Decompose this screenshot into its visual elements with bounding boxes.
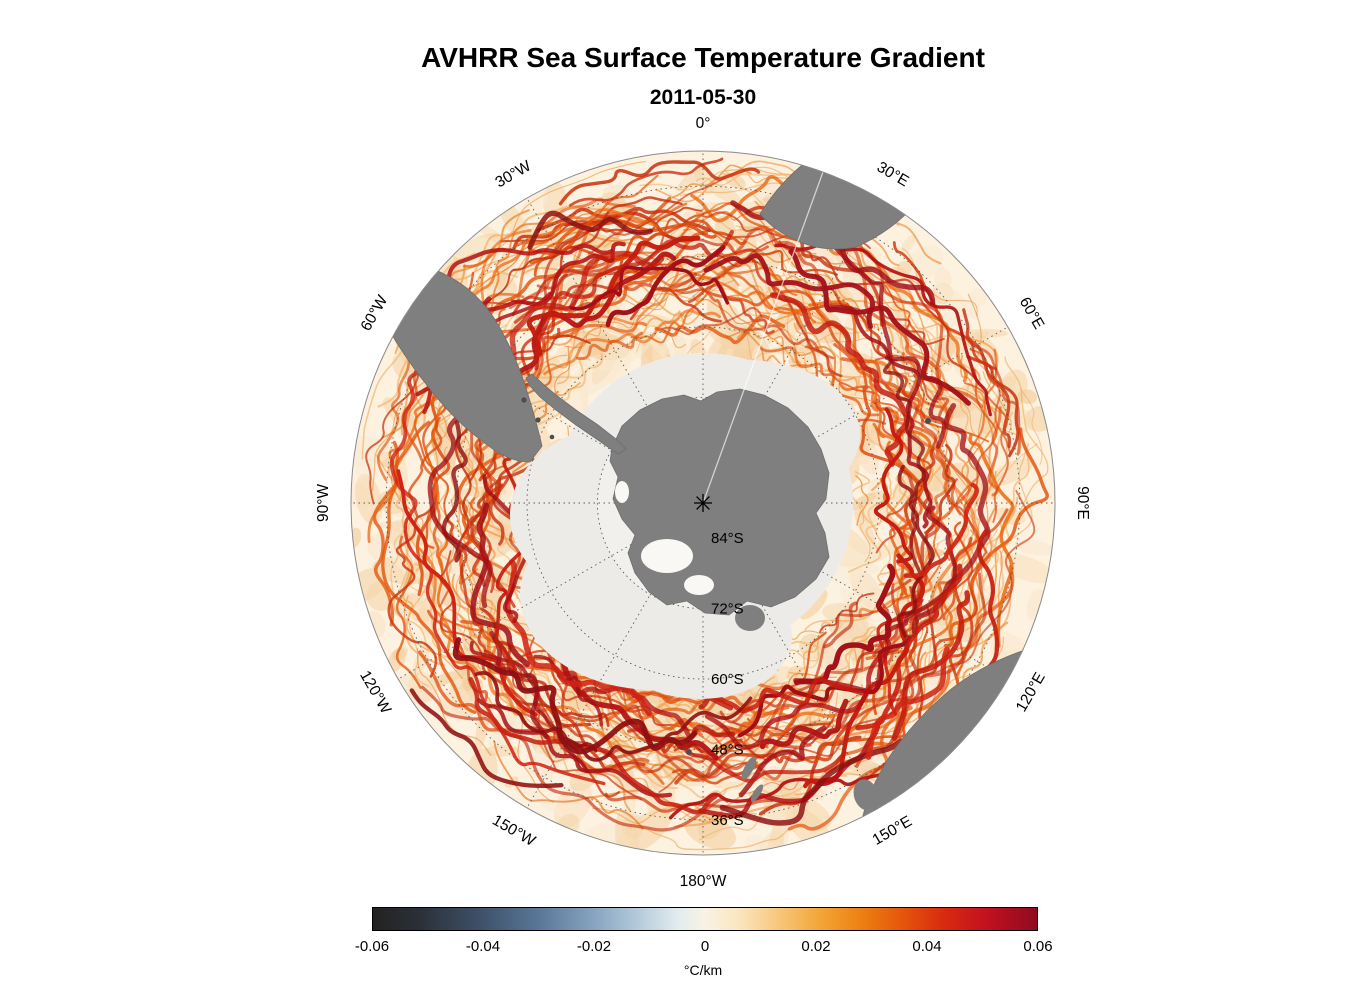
figure-title: AVHRR Sea Surface Temperature Gradient <box>421 42 985 73</box>
colorbar-tick-label: 0.04 <box>912 938 942 955</box>
pole-marker <box>694 494 712 512</box>
meridian-label: 60°W <box>358 292 392 334</box>
figure-subtitle: 2011-05-30 <box>649 86 757 109</box>
colorbar-gradient <box>372 907 1038 931</box>
island <box>686 749 692 755</box>
data-seam-line <box>702 171 824 504</box>
parallel-label: 72°S <box>711 601 744 618</box>
parallel-label: 60°S <box>711 671 744 688</box>
meridian-label: 150°E <box>870 813 915 849</box>
parallel-label: 48°S <box>711 741 744 758</box>
island <box>535 417 541 423</box>
island <box>521 397 527 403</box>
south-america <box>365 267 543 463</box>
ice-shelf <box>641 539 693 573</box>
meridian-label: 30°E <box>874 159 912 191</box>
antarctica <box>609 388 830 616</box>
sst-gradient-strong-fronts <box>389 200 1000 826</box>
colorbar-tick-label: 0.06 <box>1023 938 1053 955</box>
colorbar-tick-label: 0.02 <box>801 938 831 955</box>
parallel-label: 36°S <box>711 812 744 829</box>
meridian-label: 120°E <box>1013 670 1049 715</box>
meridian-label: 90°W <box>315 484 332 522</box>
island <box>549 434 555 440</box>
meridian-label: 30°W <box>493 157 535 191</box>
island <box>853 779 879 811</box>
ice-shelf <box>684 575 714 595</box>
antarctic-peninsula <box>525 373 627 455</box>
meridian-label: 180°W <box>680 873 727 890</box>
parallel-labels: 84°S 72°S 60°S 48°S 36°S <box>711 530 744 829</box>
antarctica-coastal-stub <box>735 605 765 631</box>
colorbar-unit-label: °C/km <box>683 962 723 978</box>
meridian-label: 0° <box>696 115 711 132</box>
meridian-label: 60°E <box>1016 294 1048 332</box>
island <box>741 756 757 780</box>
meridian-label: 120°W <box>356 668 394 717</box>
parallel-label: 84°S <box>711 530 744 547</box>
island <box>750 784 764 802</box>
colorbar-tick-label: -0.04 <box>465 938 501 955</box>
colorbar-tick-label: -0.02 <box>576 938 612 955</box>
colorbar-tick-labels: -0.06 -0.04 -0.02 0 0.02 0.04 0.06 <box>355 938 1053 958</box>
ice-shelf <box>615 481 629 503</box>
meridian-label: 90°E <box>1074 486 1091 520</box>
meridian-label: 150°W <box>489 812 538 850</box>
colorbar-tick-label: -0.06 <box>354 938 390 955</box>
map-border <box>350 150 1056 856</box>
island <box>925 418 931 424</box>
colorbar-tick-label: 0 <box>700 938 710 955</box>
